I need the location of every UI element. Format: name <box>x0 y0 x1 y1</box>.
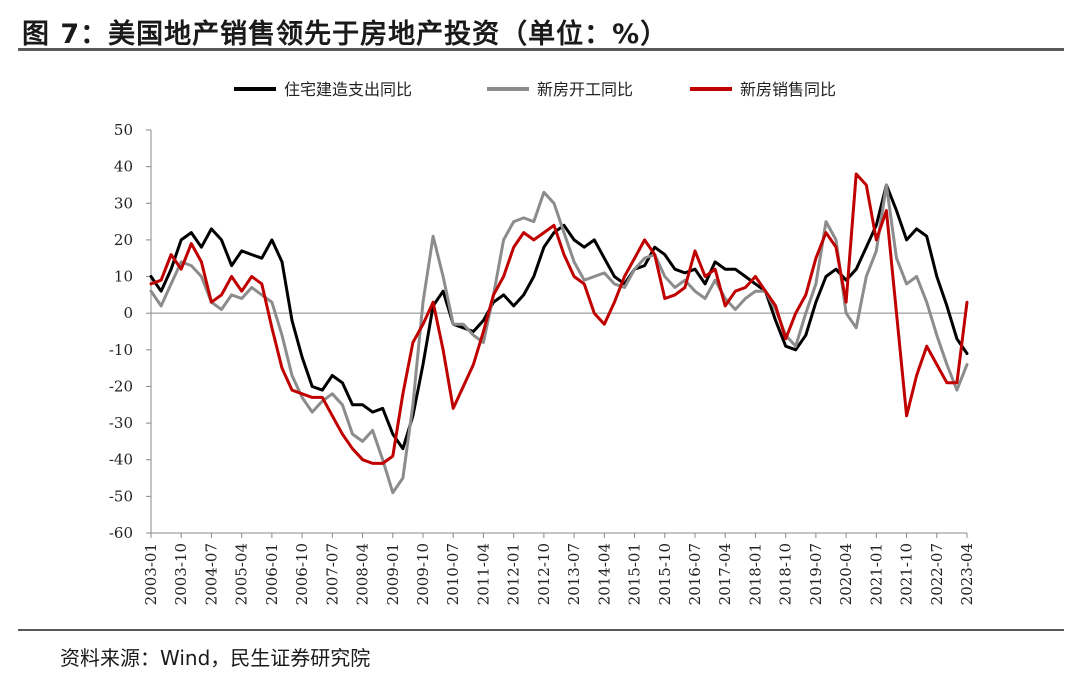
y-tick-label: -60 <box>109 524 133 542</box>
x-tick-label: 2021-01 <box>867 543 885 605</box>
x-tick-label: 2015-01 <box>626 543 644 605</box>
x-tick-label: 2005-04 <box>233 543 251 605</box>
y-tick-label: 40 <box>114 158 133 176</box>
x-tick-label: 2012-10 <box>535 543 553 605</box>
x-tick-label: 2023-04 <box>958 543 976 605</box>
y-tick-label: -30 <box>109 414 133 432</box>
series-layer <box>149 172 969 495</box>
y-tick-label: -20 <box>109 377 133 395</box>
source-note: 资料来源：Wind，民生证券研究院 <box>60 646 371 670</box>
bottom-rule <box>18 629 1064 631</box>
x-tick-label: 2022-07 <box>928 543 946 605</box>
legend: 住宅建造支出同比 新房开工同比 新房销售同比 <box>234 80 836 99</box>
x-tick-label: 2018-01 <box>746 543 764 605</box>
legend-label-3: 新房销售同比 <box>740 80 836 99</box>
y-tick-label: 20 <box>114 231 133 249</box>
x-tick-label: 2009-10 <box>414 543 432 605</box>
y-tick-label: -10 <box>109 341 133 359</box>
x-tick-label: 2003-01 <box>142 543 160 605</box>
x-tick-label: 2017-04 <box>716 543 734 605</box>
y-tick-label: -50 <box>109 487 133 505</box>
top-rule <box>18 48 1064 51</box>
y-tick-label: 10 <box>114 268 133 286</box>
x-tick-label: 2003-10 <box>172 543 190 605</box>
legend-label-2: 新房开工同比 <box>537 80 633 99</box>
chart-title: 图 7：美国地产销售领先于房地产投资（单位：%） <box>22 19 669 50</box>
x-tick-label: 2007-07 <box>323 543 341 605</box>
x-tick-label: 2008-04 <box>354 543 372 605</box>
series-line-1 <box>149 183 969 451</box>
line-chart: 住宅建造支出同比 新房开工同比 新房销售同比 50 40 30 20 10 0 -10 -20 -3… <box>109 80 976 605</box>
series-line-3 <box>149 172 969 465</box>
x-tick-label: 2006-10 <box>293 543 311 605</box>
y-tick-label: -40 <box>109 451 133 469</box>
x-tick-label: 2011-04 <box>474 543 492 605</box>
x-tick-label: 2018-10 <box>777 543 795 605</box>
y-tick-label: 0 <box>123 304 133 322</box>
x-tick-label: 2013-07 <box>565 543 583 605</box>
x-tick-label: 2009-01 <box>384 543 402 605</box>
x-tick-label: 2004-07 <box>202 543 220 605</box>
x-tick-label: 2012-01 <box>505 543 523 605</box>
series-line-2 <box>149 183 969 495</box>
x-tick-label: 2021-10 <box>898 543 916 605</box>
x-tick-label: 2010-07 <box>444 543 462 605</box>
axes: 50 40 30 20 10 0 -10 -20 -30 -40 -50 -60 2003-01 2003… <box>109 121 976 605</box>
y-tick-label: 50 <box>114 121 133 139</box>
x-tick-label: 2006-01 <box>263 543 281 605</box>
x-tick-label: 2014-04 <box>595 543 613 605</box>
legend-label-1: 住宅建造支出同比 <box>284 80 412 99</box>
x-tick-label: 2019-07 <box>807 543 825 605</box>
x-tick-label: 2020-04 <box>837 543 855 605</box>
x-tick-label: 2016-07 <box>686 543 704 605</box>
y-tick-label: 30 <box>114 194 133 212</box>
x-tick-label: 2015-10 <box>656 543 674 605</box>
